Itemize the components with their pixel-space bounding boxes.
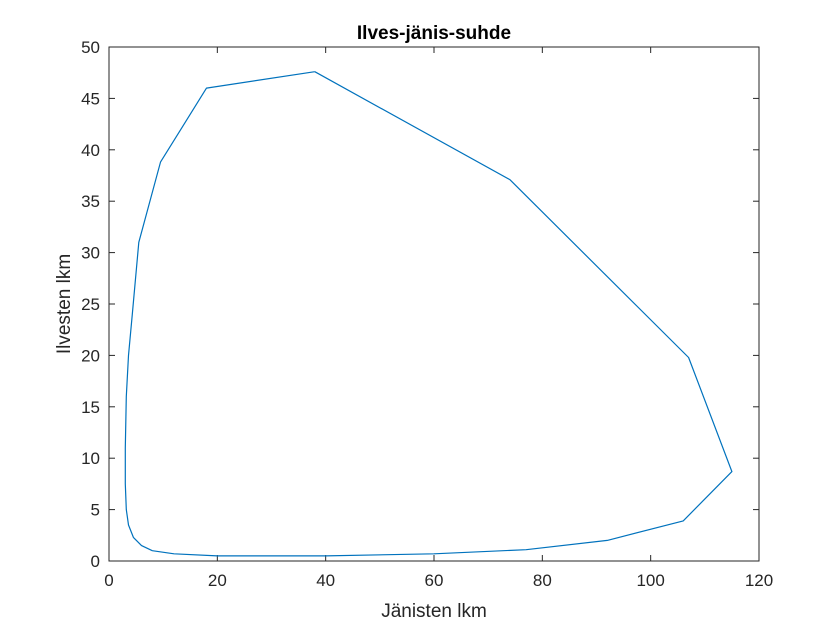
x-tick-label: 120: [745, 571, 773, 590]
x-tick-label: 20: [208, 571, 227, 590]
y-tick-label: 20: [81, 346, 100, 365]
y-tick-label: 35: [81, 192, 100, 211]
chart-title: Ilves-jänis-suhde: [357, 23, 511, 44]
y-axis-title: Ilvesten lkm: [54, 254, 75, 354]
y-tick-label: 30: [81, 244, 100, 263]
plot-area-box: [108, 46, 760, 562]
y-tick-label: 0: [91, 552, 100, 571]
x-tick-label: 100: [636, 571, 664, 590]
y-tick-label: 40: [81, 141, 100, 160]
x-tick-label: 80: [533, 571, 552, 590]
x-tick-label: 0: [104, 571, 113, 590]
x-tick-label: 60: [425, 571, 444, 590]
y-tick-label: 50: [81, 38, 100, 57]
y-tick-label: 25: [81, 295, 100, 314]
x-axis-title: Jänisten lkm: [381, 601, 487, 622]
chart-axes: 0 20 40 60 80 100 120 0 5 10 15 20 25 30 35 40 45 50: [81, 38, 773, 590]
series-line: [124, 71, 733, 557]
y-tick-label: 15: [81, 398, 100, 417]
y-tick-label: 45: [81, 89, 100, 108]
y-tick-label: 10: [81, 449, 100, 468]
y-tick-label: 5: [91, 501, 100, 520]
chart-label-layer: Ilves-jänis-suhde Jänisten lkm Ilvesten …: [54, 23, 511, 622]
x-tick-label: 40: [316, 571, 335, 590]
chart-data-layer: [124, 71, 733, 557]
